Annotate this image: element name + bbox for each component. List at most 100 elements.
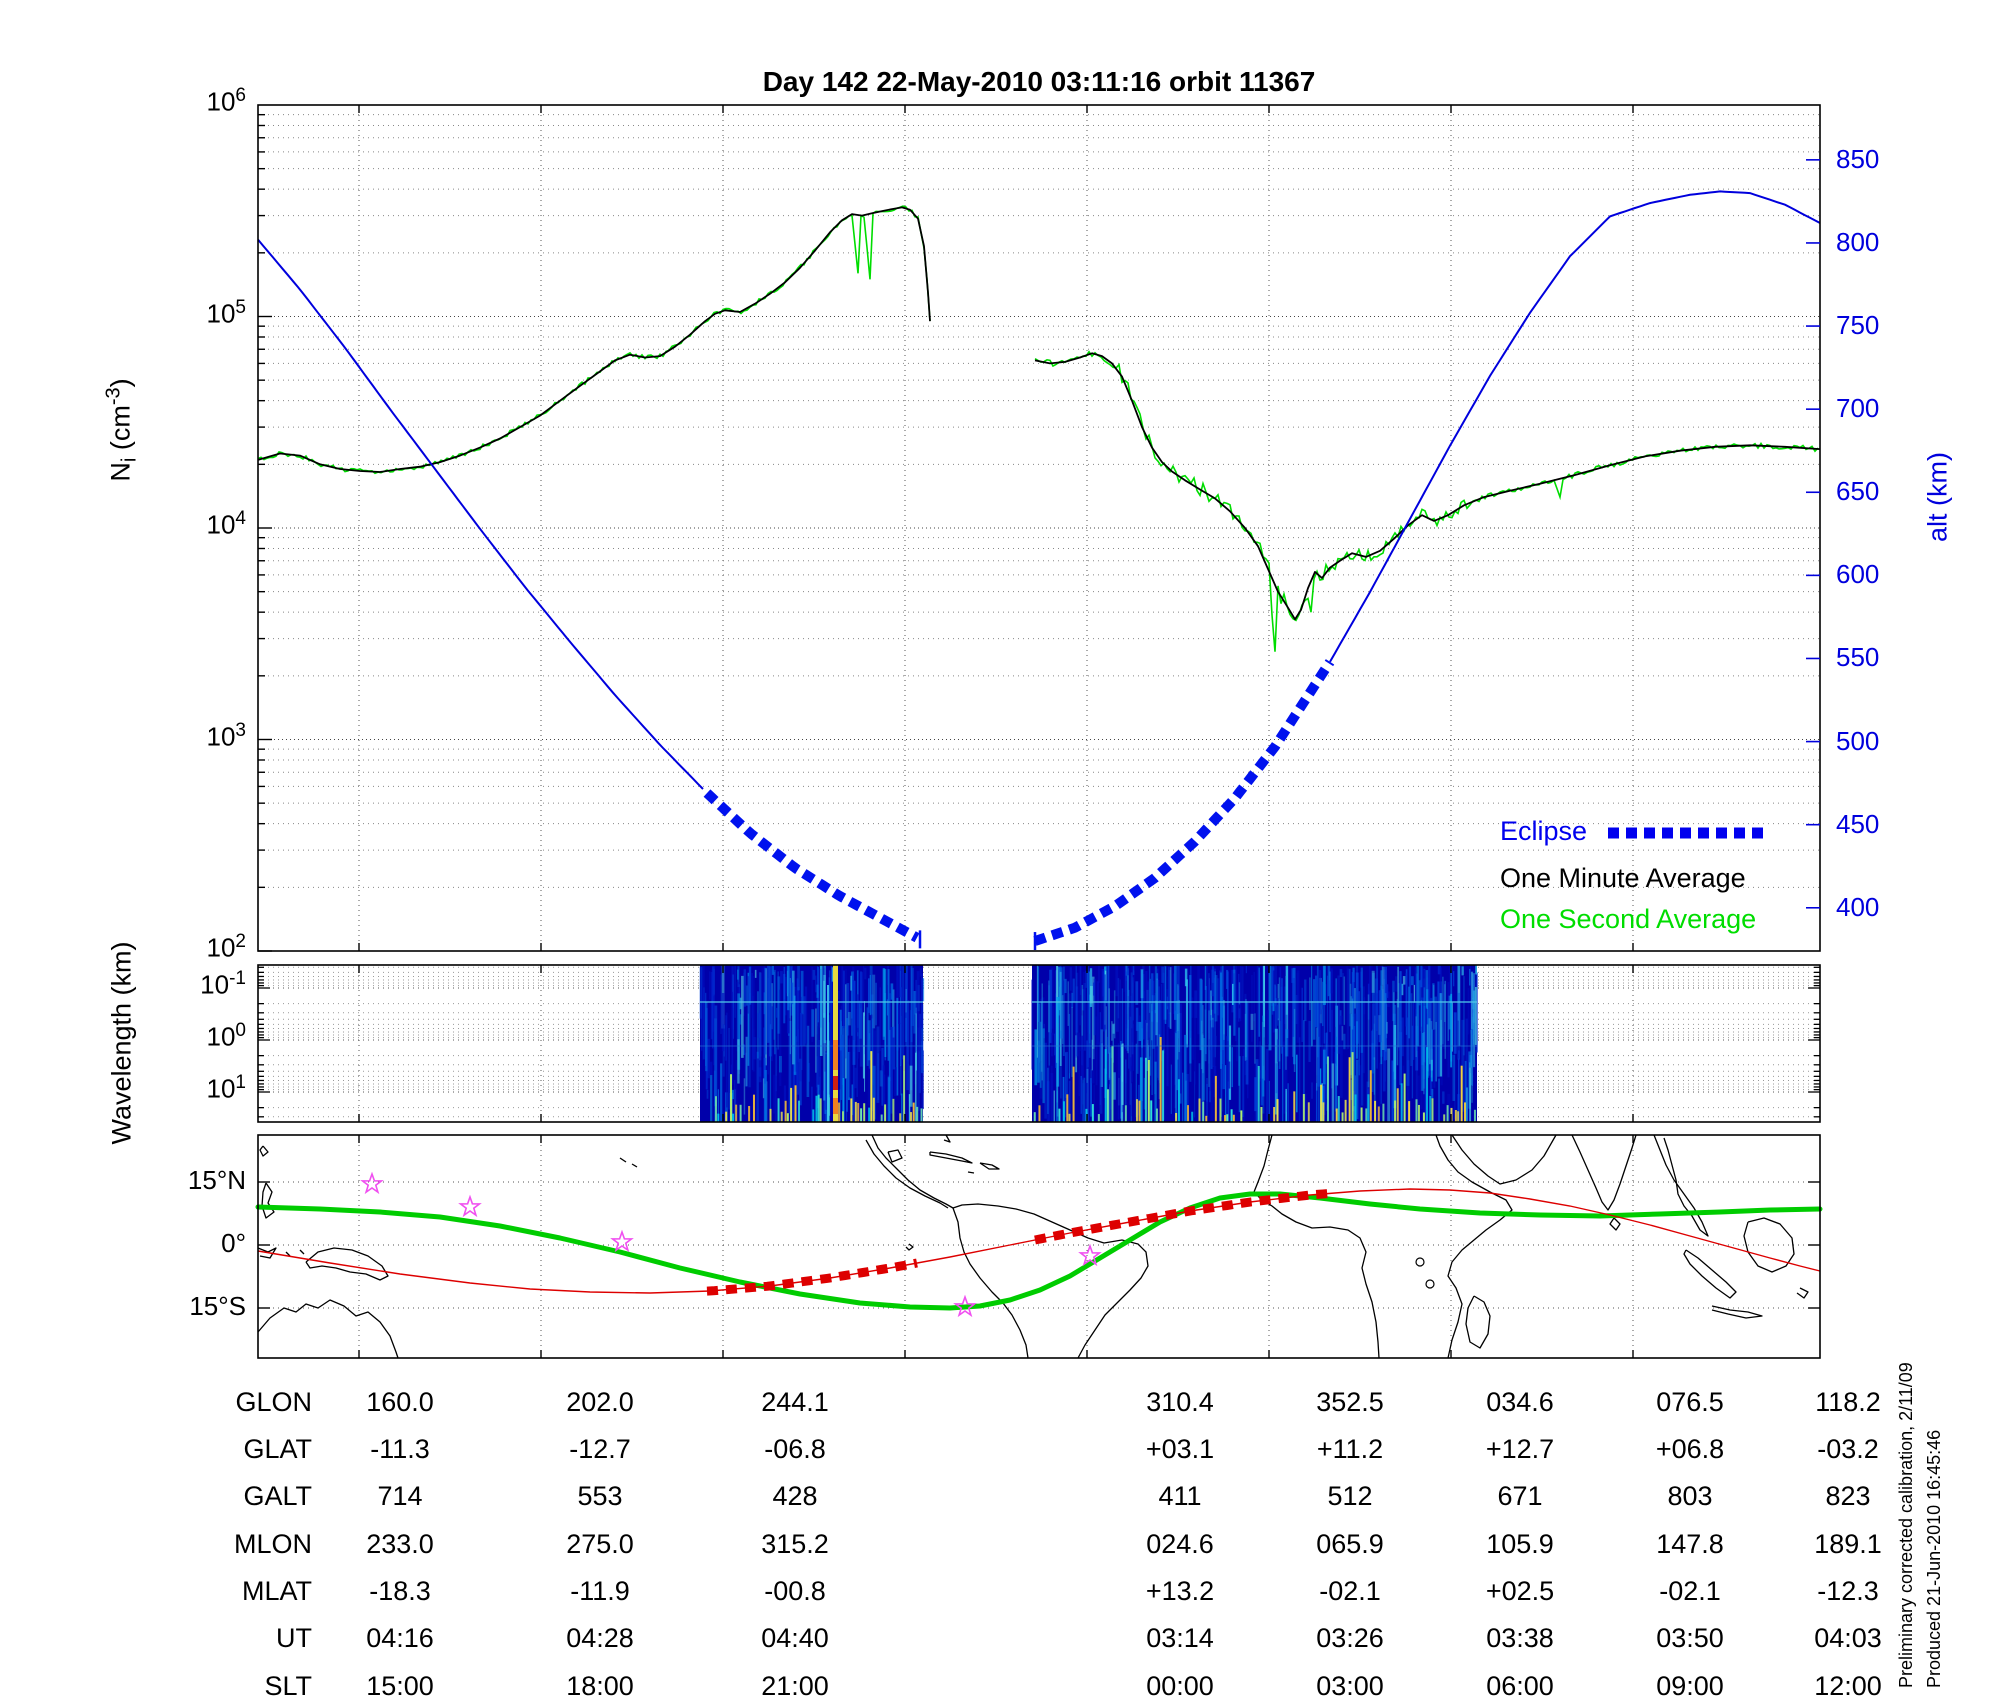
table-cell: 15:00 bbox=[366, 1671, 434, 1700]
y-axis-label-wavelength: Wavelength (km) bbox=[106, 941, 137, 1145]
table-cell: 352.5 bbox=[1316, 1387, 1384, 1417]
table-cell: 202.0 bbox=[566, 1387, 634, 1417]
table-cell: 244.1 bbox=[761, 1387, 829, 1417]
table-cell: +12.7 bbox=[1485, 1434, 1555, 1464]
map-lat-tick: 15°S bbox=[189, 1291, 246, 1321]
table-cell: 428 bbox=[772, 1481, 818, 1511]
table-cell: -03.2 bbox=[1817, 1434, 1879, 1464]
table-cell: 512 bbox=[1327, 1481, 1373, 1511]
right-axis-tick: 800 bbox=[1836, 226, 1880, 257]
right-axis-tick: 450 bbox=[1836, 808, 1880, 839]
right-axis-tick: 750 bbox=[1836, 310, 1880, 341]
table-cell: -02.1 bbox=[1659, 1576, 1721, 1606]
left-axis-tick: 106 bbox=[206, 85, 247, 117]
ni-label-sup: -3 bbox=[102, 387, 125, 406]
y-axis-label-density: Ni (cm-3) bbox=[102, 378, 141, 481]
table-cell: 00:00 bbox=[1146, 1671, 1214, 1700]
table-row-label-SLT: SLT bbox=[264, 1671, 312, 1700]
table-cell: -12.3 bbox=[1817, 1576, 1879, 1606]
ni-label-mid: (cm bbox=[105, 405, 136, 458]
table-cell: 04:03 bbox=[1814, 1623, 1882, 1653]
table-cell: 065.9 bbox=[1316, 1529, 1384, 1559]
table-cell: +02.5 bbox=[1485, 1576, 1555, 1606]
table-cell: 06:00 bbox=[1486, 1671, 1554, 1700]
table-cell: 275.0 bbox=[566, 1529, 634, 1559]
table-cell: 233.0 bbox=[366, 1529, 434, 1559]
ni-label-sub: i bbox=[118, 457, 141, 463]
table-cell: 034.6 bbox=[1486, 1387, 1554, 1417]
wavelength-axis-tick: 100 bbox=[206, 1020, 247, 1052]
table-cell: +03.1 bbox=[1145, 1434, 1215, 1464]
table-cell: 09:00 bbox=[1656, 1671, 1724, 1700]
table-cell: 03:26 bbox=[1316, 1623, 1384, 1653]
y-axis-label-altitude: alt (km) bbox=[1922, 452, 1953, 542]
table-cell: -02.1 bbox=[1319, 1576, 1381, 1606]
right-axis-tick: 600 bbox=[1836, 559, 1880, 590]
table-row-label-MLON: MLON bbox=[233, 1529, 312, 1559]
legend-item-one-minute-average: One Minute Average bbox=[1500, 863, 1746, 893]
table-row-label-GLON: GLON bbox=[235, 1387, 312, 1417]
table-cell: 076.5 bbox=[1656, 1387, 1724, 1417]
table-cell: 04:28 bbox=[566, 1623, 634, 1653]
table-cell: 03:38 bbox=[1486, 1623, 1554, 1653]
legend-item-one-second-average: One Second Average bbox=[1500, 904, 1757, 934]
wavelength-axis-tick: 101 bbox=[206, 1072, 247, 1104]
table-cell: 03:00 bbox=[1316, 1671, 1384, 1700]
plot-title: Day 142 22-May-2010 03:11:16 orbit 11367 bbox=[762, 66, 1316, 97]
map-lat-tick: 0° bbox=[221, 1228, 246, 1258]
right-axis-tick: 700 bbox=[1836, 393, 1880, 424]
map-lat-tick: 15°N bbox=[187, 1165, 246, 1195]
table-cell: 310.4 bbox=[1146, 1387, 1214, 1417]
table-cell: 21:00 bbox=[761, 1671, 829, 1700]
table-cell: 04:40 bbox=[761, 1623, 829, 1653]
right-axis-tick: 650 bbox=[1836, 476, 1880, 507]
legend-item-eclipse: Eclipse bbox=[1500, 816, 1588, 846]
table-cell: 553 bbox=[577, 1481, 623, 1511]
table-cell: 315.2 bbox=[761, 1529, 829, 1559]
right-axis-tick: 850 bbox=[1836, 143, 1880, 174]
table-cell: -12.7 bbox=[569, 1434, 631, 1464]
left-axis-tick: 104 bbox=[206, 508, 247, 540]
right-axis-tick: 500 bbox=[1836, 725, 1880, 756]
table-row-label-GALT: GALT bbox=[243, 1481, 312, 1511]
table-cell: 189.1 bbox=[1814, 1529, 1882, 1559]
table-cell: 18:00 bbox=[566, 1671, 634, 1700]
table-cell: -11.3 bbox=[370, 1434, 430, 1464]
table-cell: +11.2 bbox=[1316, 1434, 1384, 1464]
table-cell: 803 bbox=[1667, 1481, 1713, 1511]
table-cell: 160.0 bbox=[366, 1387, 434, 1417]
table-cell: 411 bbox=[1158, 1481, 1202, 1511]
table-cell: -18.3 bbox=[369, 1576, 431, 1606]
table-cell: 671 bbox=[1497, 1481, 1543, 1511]
table-cell: +06.8 bbox=[1655, 1434, 1725, 1464]
table-cell: 03:14 bbox=[1146, 1623, 1214, 1653]
left-axis-tick: 105 bbox=[206, 296, 247, 329]
left-axis-tick: 102 bbox=[206, 931, 247, 963]
table-cell: 024.6 bbox=[1146, 1529, 1214, 1559]
table-cell: 118.2 bbox=[1815, 1387, 1881, 1417]
side-annotation-produced: Produced 21-Jun-2010 16:45:46 bbox=[1924, 1429, 1944, 1688]
right-axis-tick: 550 bbox=[1836, 642, 1880, 673]
wavelength-axis-tick: 10-1 bbox=[200, 968, 246, 1000]
table-cell: -06.8 bbox=[764, 1434, 826, 1464]
table-cell: 12:00 bbox=[1814, 1671, 1882, 1700]
ni-label-pre: N bbox=[105, 462, 136, 482]
side-annotation-calibration: Preliminary corrected calibration, 2/11/… bbox=[1896, 1362, 1916, 1688]
table-cell: 823 bbox=[1825, 1481, 1871, 1511]
table-row-label-MLAT: MLAT bbox=[241, 1576, 312, 1606]
table-cell: 105.9 bbox=[1486, 1529, 1554, 1559]
ni-label-post: ) bbox=[105, 378, 136, 388]
table-cell: +13.2 bbox=[1145, 1576, 1215, 1606]
table-row-label-UT: UT bbox=[276, 1623, 312, 1653]
table-cell: -00.8 bbox=[764, 1576, 826, 1606]
table-cell: -11.9 bbox=[570, 1576, 630, 1606]
table-cell: 714 bbox=[377, 1481, 423, 1511]
left-axis-tick: 103 bbox=[206, 719, 247, 752]
table-cell: 04:16 bbox=[366, 1623, 434, 1653]
table-cell: 03:50 bbox=[1656, 1623, 1724, 1653]
right-axis-tick: 400 bbox=[1836, 891, 1880, 922]
table-row-label-GLAT: GLAT bbox=[243, 1434, 312, 1464]
table-cell: 147.8 bbox=[1656, 1529, 1724, 1559]
